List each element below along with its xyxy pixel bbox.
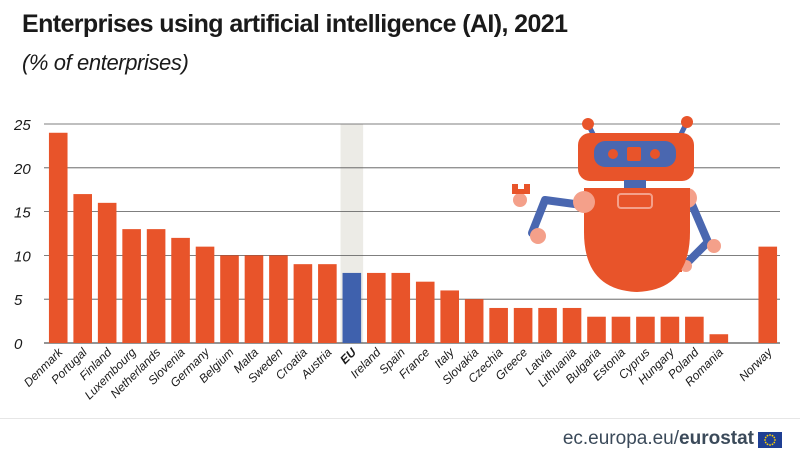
- bar-france: [415, 281, 435, 343]
- chart-title: Enterprises using artificial intelligenc…: [22, 10, 568, 38]
- bar-spain: [391, 272, 411, 343]
- source-credit[interactable]: ec.europa.eu/eurostat: [563, 428, 754, 450]
- bar-denmark: [48, 132, 68, 343]
- bar-lithuania: [562, 307, 582, 343]
- bar-latvia: [538, 307, 557, 343]
- y-tick-label: 20: [13, 161, 31, 178]
- y-tick-label: 15: [14, 205, 31, 222]
- robot-icon: [512, 116, 721, 292]
- bar-hungary: [660, 316, 680, 343]
- bar-croatia: [293, 264, 313, 343]
- bar-austria: [318, 264, 337, 343]
- bar-germany: [195, 246, 215, 343]
- bar-bulgaria: [587, 316, 606, 343]
- footer-divider: [0, 418, 800, 419]
- source-brand: eurostat: [679, 428, 754, 449]
- bar-luxembourg: [122, 229, 141, 343]
- bar-norway: [758, 246, 778, 343]
- bar-romania: [709, 334, 729, 343]
- y-tick-label: 5: [14, 292, 23, 309]
- eu-flag-icon: [758, 432, 782, 448]
- bar-portugal: [73, 194, 92, 343]
- bar-chart: DenmarkPortugalFinlandLuxembourgNetherla…: [13, 116, 780, 402]
- bar-belgium: [220, 255, 239, 343]
- bar-eu: [342, 272, 362, 343]
- bar-sweden: [269, 255, 288, 343]
- chart-subtitle: (% of enterprises): [22, 50, 189, 75]
- bar-ireland: [367, 272, 386, 343]
- bar-malta: [244, 255, 264, 343]
- bar-slovenia: [171, 237, 190, 343]
- bar-slovakia: [464, 299, 484, 343]
- bar-estonia: [611, 316, 631, 343]
- bar-cyprus: [636, 316, 655, 343]
- x-tick-label: Norway: [736, 345, 775, 384]
- source-site: ec.europa.eu/: [562, 428, 680, 449]
- bar-netherlands: [146, 229, 166, 343]
- bar-italy: [440, 290, 459, 343]
- y-tick-label: 10: [14, 248, 31, 265]
- y-tick-label: 25: [13, 117, 31, 134]
- bar-poland: [685, 316, 704, 343]
- bar-greece: [513, 307, 533, 343]
- bar-czechia: [489, 307, 508, 343]
- y-tick-label: 0: [14, 336, 23, 353]
- bar-finland: [97, 202, 117, 343]
